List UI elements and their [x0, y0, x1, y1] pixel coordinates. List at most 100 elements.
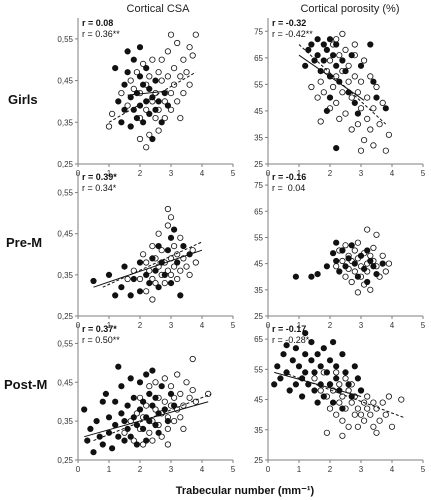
x-tick-label: 4 [390, 465, 395, 474]
data-point-open [314, 94, 321, 101]
data-point-filled [370, 78, 377, 85]
data-point-open [164, 73, 171, 80]
data-point-filled [302, 351, 309, 358]
data-point-open [105, 123, 113, 130]
data-point-open [192, 31, 199, 38]
data-point-filled [326, 357, 334, 364]
data-point-filled [364, 247, 371, 254]
data-point-open [171, 417, 178, 425]
scatter-panel: 253545556575012345r = -0.16r = 0.04 [254, 172, 426, 330]
data-point-filled [308, 338, 315, 346]
data-point-filled [317, 363, 324, 370]
data-point-filled [149, 135, 156, 143]
data-point-filled [136, 44, 144, 51]
data-point-open [364, 115, 371, 123]
data-point-filled [336, 268, 343, 275]
data-point-filled [158, 119, 165, 126]
data-point-open [133, 69, 140, 76]
data-point-filled [302, 62, 309, 69]
data-point-open [149, 437, 156, 444]
data-point-filled [314, 52, 321, 59]
data-point-filled [323, 46, 330, 54]
data-point-open [136, 135, 144, 143]
data-point-filled [333, 145, 340, 152]
y-tick-label: 0,35 [57, 118, 73, 127]
data-point-filled [121, 263, 128, 270]
data-point-open [367, 73, 374, 80]
data-point-filled [289, 357, 296, 364]
data-point-filled [354, 110, 361, 117]
data-point-open [367, 252, 374, 259]
data-point-open [174, 39, 181, 47]
y-tick-label: 0,45 [57, 77, 73, 86]
data-point-open [140, 60, 147, 68]
row-label: Post-M [4, 377, 47, 392]
data-point-open [339, 30, 346, 38]
data-point-open [336, 115, 343, 123]
data-point-open [379, 399, 386, 406]
data-point-filled [333, 375, 340, 382]
data-point-filled [152, 77, 159, 84]
data-point-open [143, 288, 150, 295]
data-point-open [152, 279, 159, 287]
data-point-open [382, 147, 389, 154]
scatter-panel: 0,25 0,35 0,45 0,55 0 1 2 3 4 5 r = 0.37*r = 0.50*… [57, 324, 236, 474]
column-title: Cortical CSA [127, 3, 191, 15]
scatter-panel: 253545556575012345r = -0.32r = -0.42** [254, 18, 426, 178]
row-label: Girls [8, 92, 38, 107]
data-point-open [186, 271, 193, 278]
y-tick-label: 65 [254, 335, 263, 344]
data-point-filled [357, 252, 365, 259]
data-point-filled [271, 381, 278, 388]
y-tick-label: 0,25 [57, 312, 73, 321]
data-point-filled [164, 247, 171, 254]
data-point-filled [146, 279, 153, 287]
data-point-open [388, 423, 396, 430]
data-point-open [118, 90, 125, 97]
data-point-open [143, 106, 150, 113]
data-point-filled [121, 81, 128, 88]
data-point-open [336, 399, 343, 406]
data-point-filled [140, 398, 147, 405]
correlation-label: r = -0.42** [272, 29, 313, 39]
data-point-filled [136, 379, 144, 386]
correlation-label: r = -0.16 [272, 172, 306, 182]
data-point-open [357, 411, 365, 418]
y-tick-label: 65 [254, 207, 263, 216]
data-point-filled [295, 363, 303, 370]
data-point-filled [121, 417, 128, 425]
data-point-filled [136, 259, 144, 266]
data-point-filled [158, 383, 165, 390]
data-point-filled [161, 406, 168, 413]
data-point-filled [311, 369, 318, 376]
data-point-filled [323, 369, 330, 376]
correlation-label: r = 0.39* [82, 172, 117, 182]
data-point-open [152, 115, 159, 122]
data-point-filled [90, 449, 97, 456]
data-point-open [171, 263, 178, 270]
data-point-filled [302, 369, 309, 376]
x-tick-label: 2 [138, 465, 143, 474]
data-point-open [317, 78, 324, 85]
data-point-filled [333, 257, 340, 265]
data-point-open [370, 142, 377, 149]
data-point-open [385, 131, 392, 138]
data-point-open [348, 278, 355, 286]
data-point-filled [171, 402, 178, 409]
data-point-filled [115, 98, 122, 105]
data-point-open [149, 56, 156, 63]
data-point-open [174, 98, 181, 105]
data-point-filled [302, 329, 309, 337]
data-point-open [146, 383, 153, 390]
data-point-filled [308, 273, 315, 280]
y-tick-label: 35 [254, 426, 263, 435]
y-tick-label: 0,35 [57, 271, 73, 280]
data-point-open [164, 267, 171, 274]
y-tick-label: 25 [254, 456, 263, 465]
x-tick-label: 3 [169, 169, 174, 178]
data-point-filled [149, 255, 156, 262]
data-point-filled [329, 338, 337, 346]
y-tick-label: 0,25 [57, 160, 73, 169]
x-tick-label: 4 [200, 169, 205, 178]
